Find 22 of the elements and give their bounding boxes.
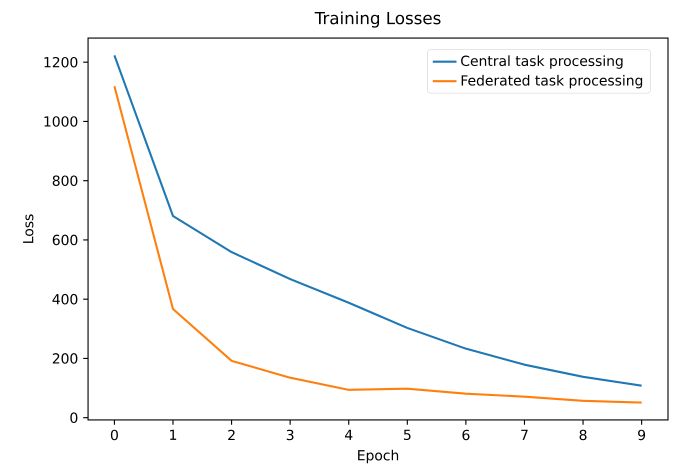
x-tick-label: 6 (462, 430, 470, 440)
y-tick-label: 600 (52, 234, 78, 246)
x-tick-label: 8 (580, 430, 587, 440)
x-tick-label: 9 (638, 430, 646, 440)
legend-label: Central task processing (461, 55, 623, 69)
x-axis-title: Epoch (358, 450, 398, 464)
y-tick-label: 1200 (44, 56, 78, 68)
chart-title: Training Losses (314, 11, 441, 28)
x-tick-label: 3 (286, 430, 294, 440)
y-tick-label: 1000 (44, 116, 78, 127)
y-tick-label: 0 (70, 412, 78, 423)
x-tick-label: 2 (228, 430, 235, 440)
y-tick-label: 400 (52, 294, 78, 304)
legend-label: Federated task processing (462, 74, 642, 88)
x-tick-label: 4 (344, 430, 352, 440)
x-tick-label: 5 (404, 430, 411, 440)
y-axis-title: Loss (23, 214, 34, 243)
x-tick-label: 7 (521, 430, 528, 440)
y-tick-label: 200 (52, 353, 78, 364)
y-tick-label: 800 (52, 175, 78, 186)
x-tick-label: 1 (170, 430, 176, 440)
x-tick-label: 0 (110, 430, 118, 440)
